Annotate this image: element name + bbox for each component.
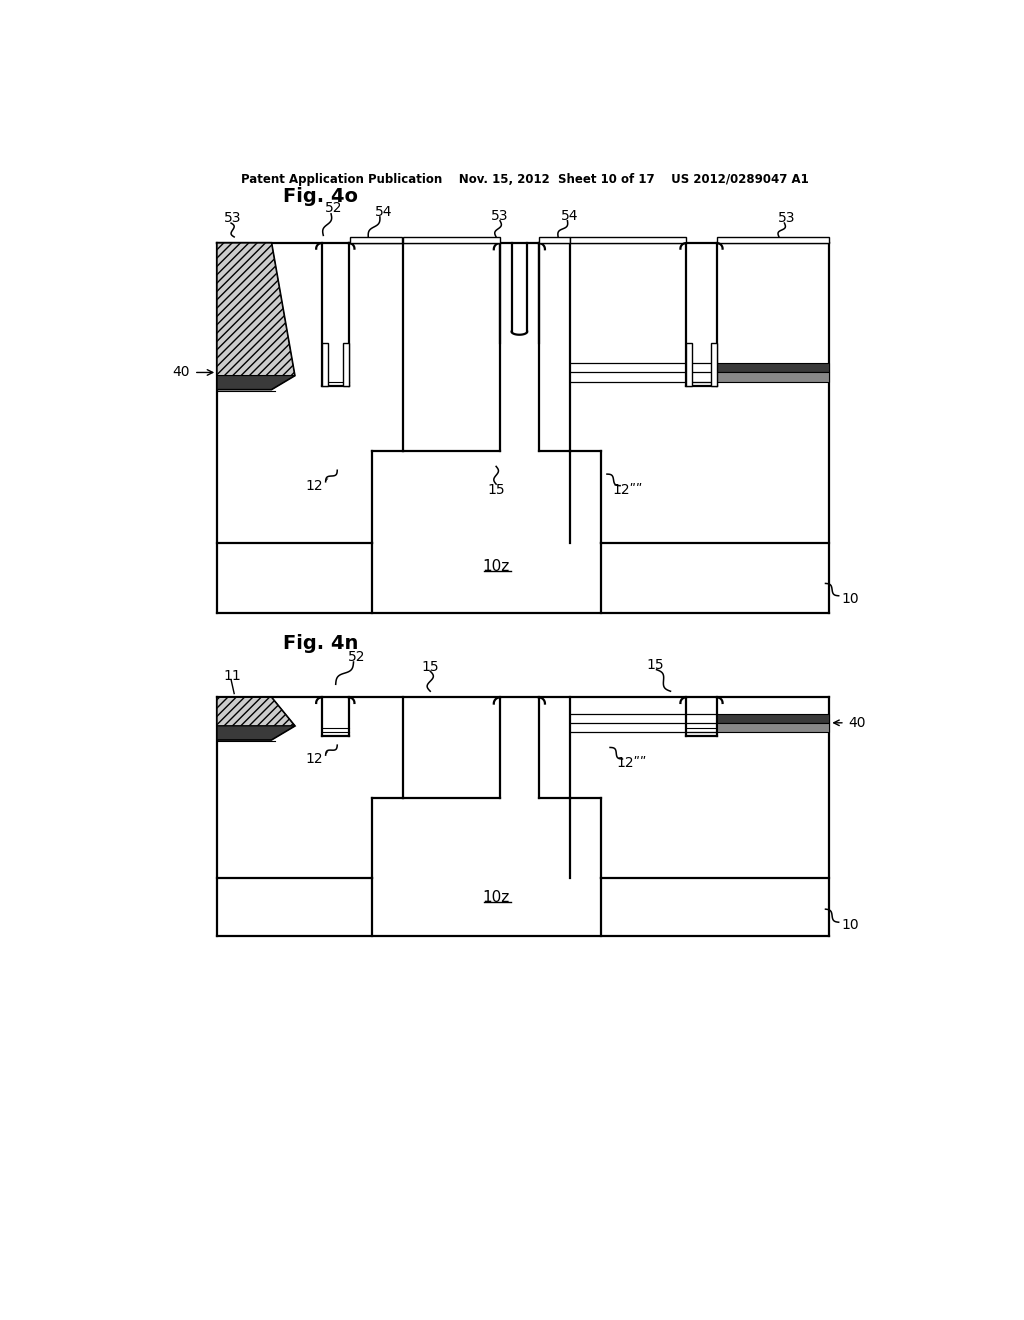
Text: 15: 15: [487, 483, 505, 496]
Polygon shape: [217, 697, 295, 726]
Text: 54: 54: [561, 209, 579, 223]
Polygon shape: [217, 243, 295, 389]
Text: 12´: 12´: [305, 479, 330, 492]
Text: 40: 40: [172, 366, 190, 379]
Text: Fig. 4o: Fig. 4o: [283, 187, 358, 206]
Text: 10: 10: [841, 591, 859, 606]
Polygon shape: [217, 376, 295, 389]
Polygon shape: [217, 697, 295, 726]
Bar: [717, 363, 829, 372]
Text: Fig. 4n: Fig. 4n: [283, 634, 358, 653]
Text: 11: 11: [223, 669, 241, 682]
Text: 53: 53: [224, 211, 242, 226]
Bar: [350, 238, 401, 243]
Text: 53: 53: [778, 211, 796, 226]
Bar: [322, 343, 328, 385]
Bar: [717, 723, 829, 733]
Bar: [343, 343, 349, 385]
Text: 52: 52: [348, 651, 366, 664]
Polygon shape: [217, 697, 295, 739]
Bar: [717, 372, 829, 381]
Bar: [539, 238, 569, 243]
Text: 12´: 12´: [305, 752, 330, 766]
Text: 10: 10: [841, 917, 859, 932]
Text: Patent Application Publication    Nov. 15, 2012  Sheet 10 of 17    US 2012/02890: Patent Application Publication Nov. 15, …: [241, 173, 809, 186]
Bar: [569, 238, 686, 243]
Polygon shape: [217, 726, 295, 739]
Text: 12ʺʺ: 12ʺʺ: [616, 756, 647, 770]
Text: 15: 15: [646, 659, 664, 672]
Text: 12ʺʺ: 12ʺʺ: [612, 483, 643, 496]
Text: 40: 40: [849, 715, 866, 730]
Bar: [711, 343, 717, 385]
Bar: [717, 714, 829, 723]
Text: 10z: 10z: [482, 890, 510, 906]
Text: 10z: 10z: [482, 558, 510, 574]
Bar: [686, 343, 692, 385]
Text: 15: 15: [422, 660, 439, 673]
Text: 53: 53: [492, 209, 509, 223]
Polygon shape: [217, 243, 295, 376]
Text: 52: 52: [325, 202, 342, 215]
Text: 54: 54: [375, 206, 392, 219]
Bar: [717, 238, 829, 243]
Bar: [403, 238, 500, 243]
